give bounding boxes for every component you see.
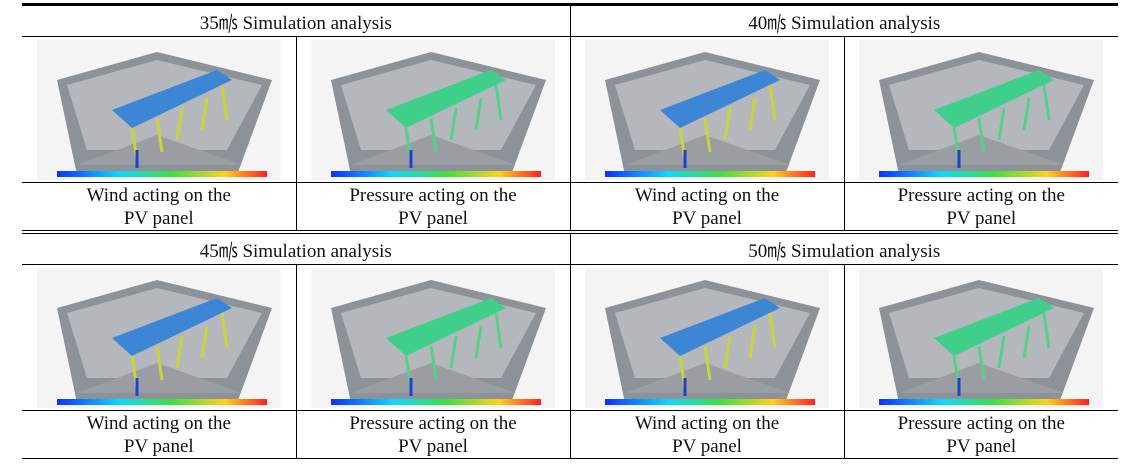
simulation-image [311,40,555,180]
caption-line: Wind acting on the [571,412,844,435]
caption-line: Wind acting on the [22,184,296,207]
caption-line: PV panel [22,207,296,230]
image-cell [296,37,570,183]
image-cell [844,265,1118,411]
caption-line: PV panel [571,435,844,458]
image-cell [296,265,570,411]
simulation-image [585,40,829,180]
image-cell [844,37,1118,183]
caption-line: Pressure acting on the [845,184,1119,207]
caption-line: Pressure acting on the [297,184,570,207]
image-cell [570,37,844,183]
caption-line: Wind acting on the [571,184,844,207]
image-cell [22,265,296,411]
image-row [22,37,1118,183]
caption-line: PV panel [297,207,570,230]
caption-line: Wind acting on the [22,412,296,435]
simulation-image [311,268,555,408]
section-header: 50㎧ Simulation analysis [570,232,1118,265]
simulation-image [859,40,1103,180]
caption-line: PV panel [22,435,296,458]
image-row [22,265,1118,411]
caption-line: Pressure acting on the [845,412,1119,435]
section-header: 35㎧ Simulation analysis [22,5,570,37]
image-cell [570,265,844,411]
simulation-image [37,40,281,180]
caption-line: PV panel [845,207,1119,230]
caption-line: Pressure acting on the [297,412,570,435]
image-cell [22,37,296,183]
caption-line: PV panel [297,435,570,458]
simulation-image [859,268,1103,408]
caption-line: PV panel [571,207,844,230]
simulation-image [585,268,829,408]
section-header: 40㎧ Simulation analysis [570,5,1118,37]
section-header: 45㎧ Simulation analysis [22,232,570,265]
simulation-image [37,268,281,408]
caption-line: PV panel [845,435,1119,458]
